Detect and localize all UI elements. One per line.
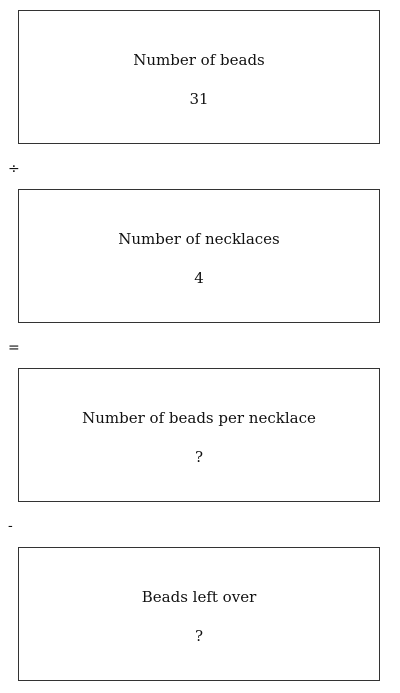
beads-per-necklace-label: Number of beads per necklace xyxy=(82,409,316,427)
beads-label: Number of beads xyxy=(133,51,265,69)
beads-left-over-box: Beads left over ? xyxy=(18,547,380,681)
necklaces-box: Number of necklaces 4 xyxy=(18,189,380,323)
beads-per-necklace-box: Number of beads per necklace ? xyxy=(18,368,380,502)
beads-box: Number of beads 31 xyxy=(18,10,380,144)
beads-left-over-label: Beads left over xyxy=(141,588,257,606)
necklaces-value: 4 xyxy=(194,269,204,287)
equals-operator: = xyxy=(8,340,20,356)
beads-per-necklace-value: ? xyxy=(194,448,204,466)
necklaces-label: Number of necklaces xyxy=(118,230,280,248)
divide-operator: ÷ xyxy=(8,161,20,177)
beads-left-over-value: ? xyxy=(194,627,204,645)
remainder-operator: - xyxy=(8,518,13,534)
beads-value: 31 xyxy=(189,90,209,108)
